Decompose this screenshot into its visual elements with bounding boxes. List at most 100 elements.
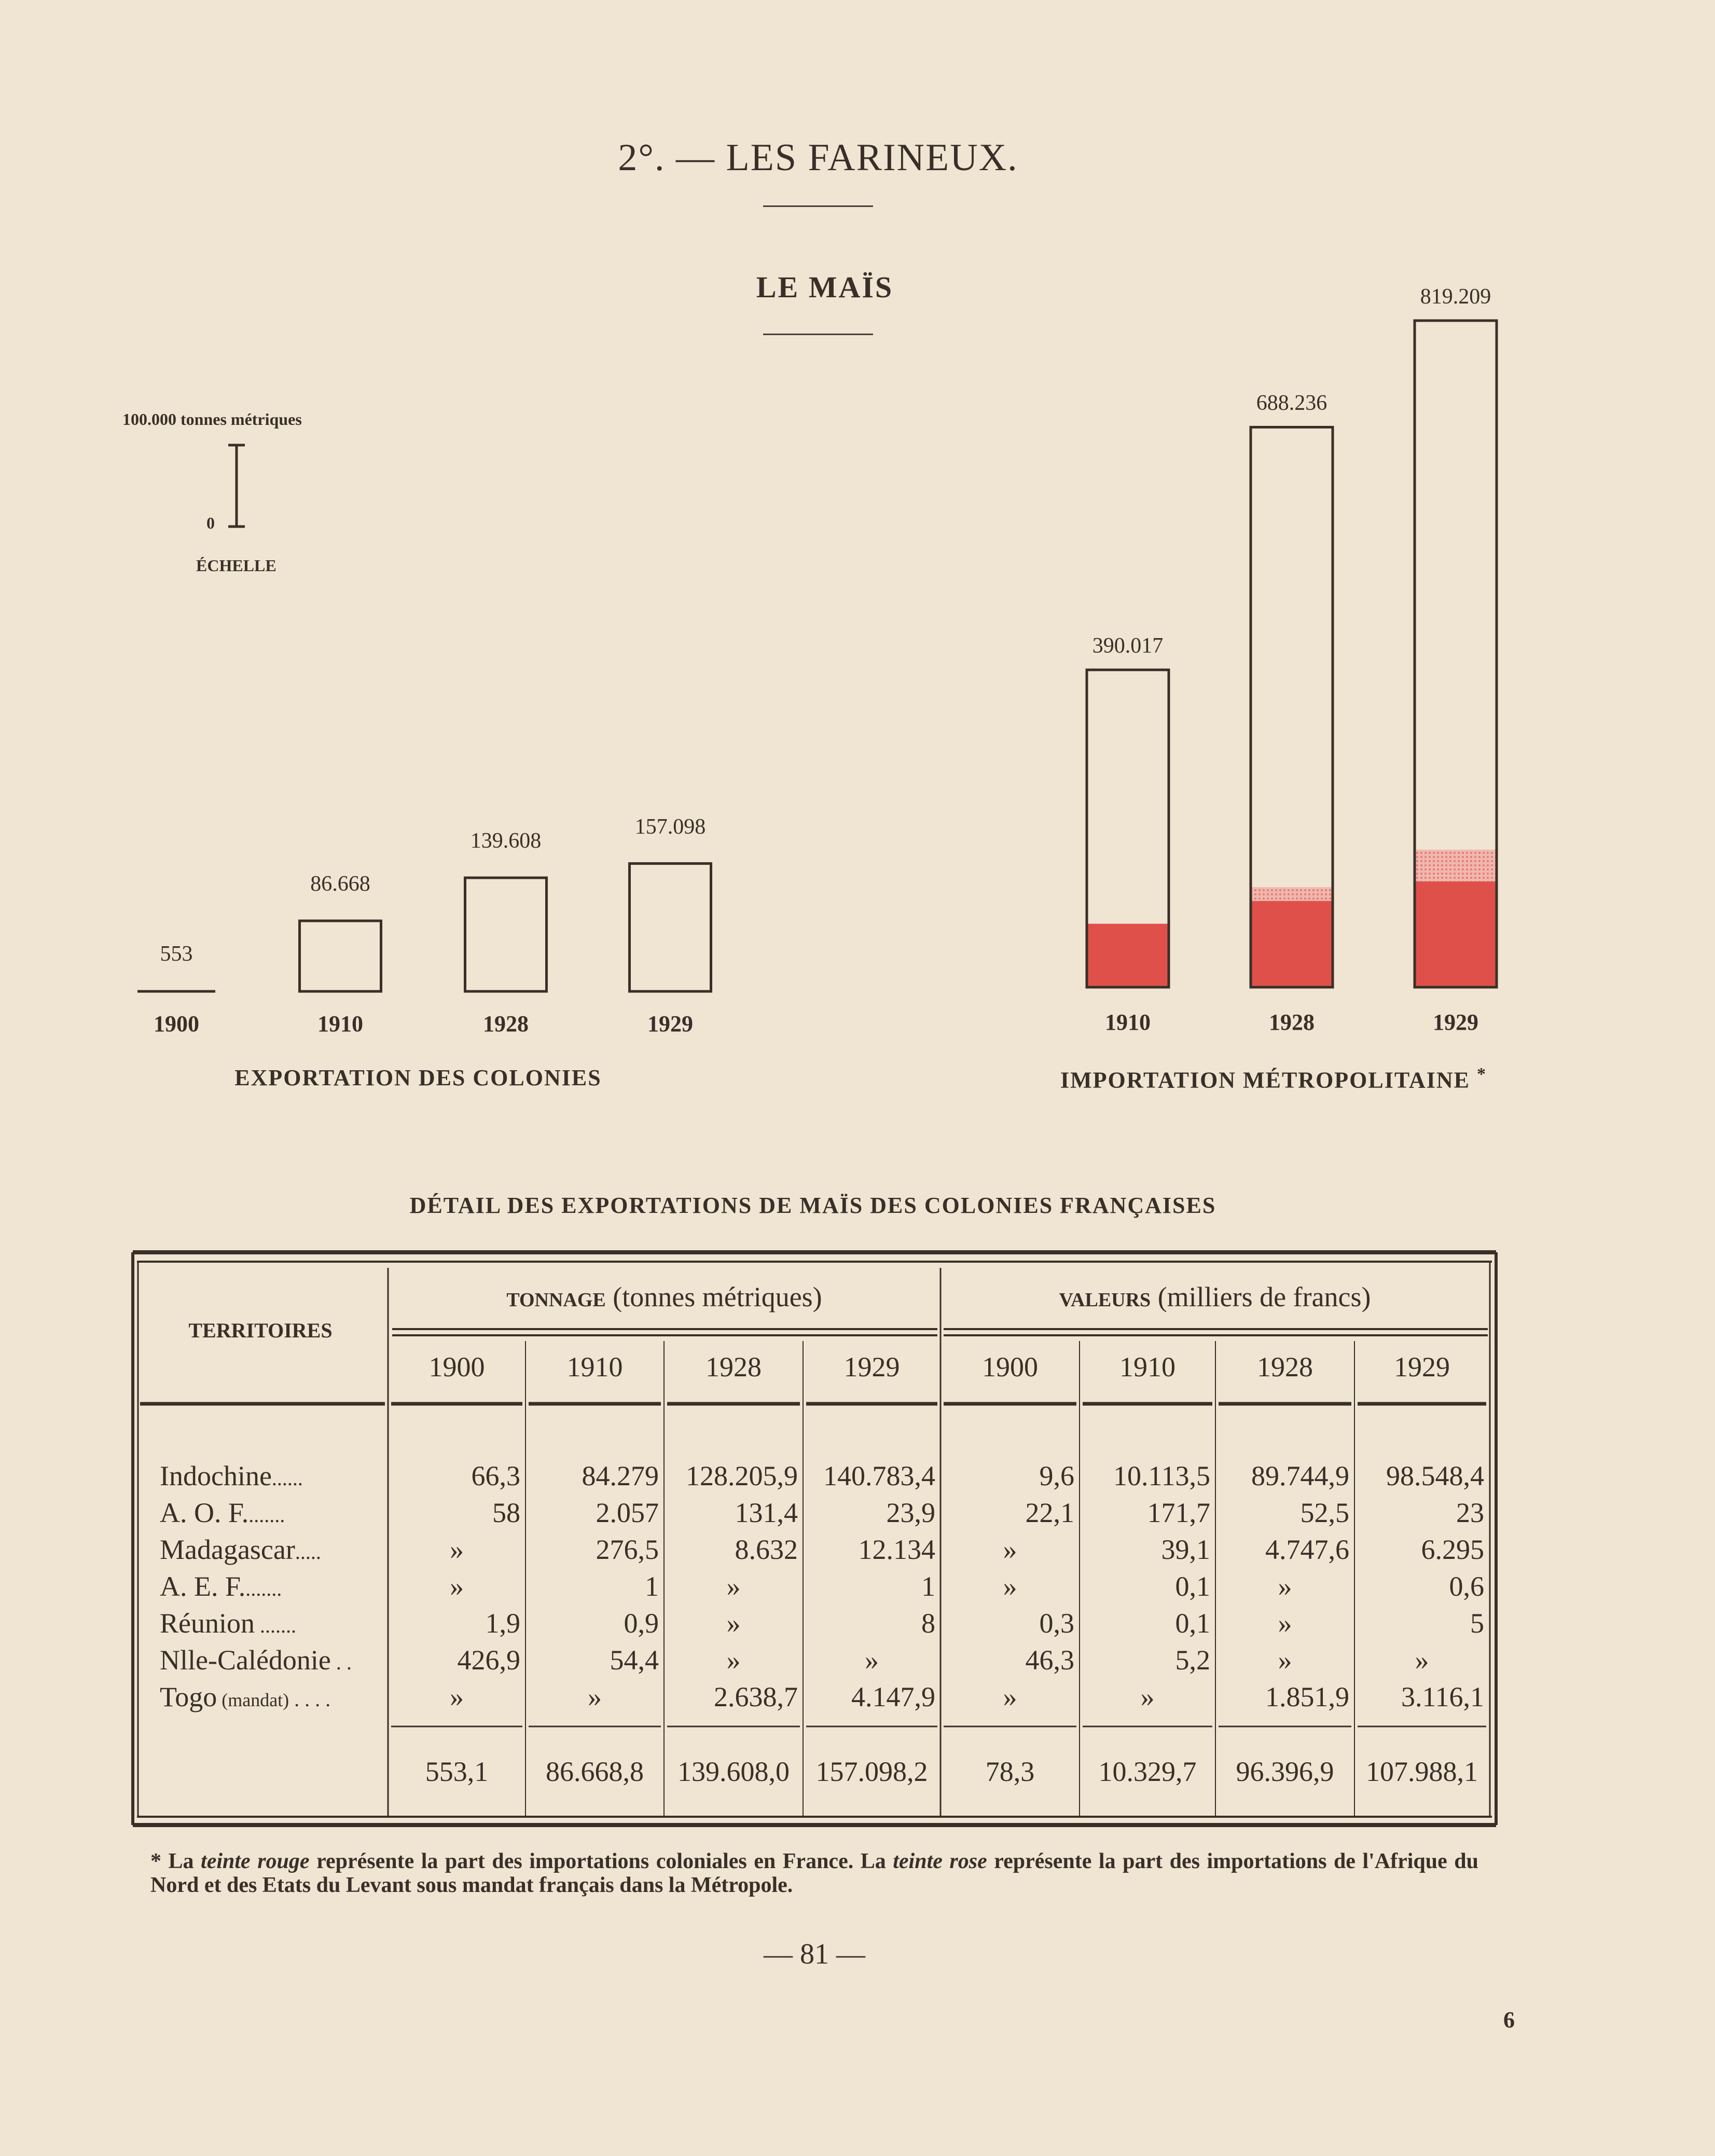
table-total-cell: 10.329,7	[1098, 1756, 1197, 1787]
row-label-r-union: Réunion .......	[160, 1608, 296, 1641]
table-cell: 23	[1456, 1497, 1484, 1528]
import-asterisk: *	[1476, 1065, 1487, 1084]
export-bar-1910	[298, 919, 382, 993]
table-cell: »	[450, 1571, 464, 1602]
table-cell: »	[1003, 1534, 1017, 1565]
export-year-label: 1910	[317, 1011, 363, 1036]
territory-name: Indochine	[160, 1460, 272, 1491]
table-cell: »	[450, 1681, 464, 1712]
import-red-segment	[1251, 901, 1333, 987]
table-cell: »	[1278, 1608, 1292, 1639]
header-year: 1929	[1394, 1351, 1450, 1383]
header-year: 1910	[566, 1351, 623, 1383]
table-total-cell: 96.396,9	[1236, 1756, 1334, 1787]
table-cell: 171,7	[1147, 1497, 1211, 1528]
export-value-label: 553	[160, 942, 193, 966]
table-cell: 89.744,9	[1251, 1460, 1349, 1491]
export-value-label: 139.608	[470, 829, 542, 853]
header-tonnage: TONNAGE (tonnes métriques)	[506, 1281, 822, 1316]
table-cell: 1	[921, 1571, 935, 1602]
table-cell: »	[450, 1534, 464, 1565]
table-cell: 8	[921, 1608, 935, 1639]
row-label-nlle-cal-donie: Nlle-Calédonie . .	[160, 1644, 352, 1678]
table-cell: »	[1415, 1644, 1429, 1676]
header-year: 1929	[843, 1351, 900, 1383]
header-valeurs-caps: VALEURS	[1059, 1289, 1151, 1311]
table-cell: 5,2	[1175, 1644, 1211, 1676]
table-total-cell: 78,3	[985, 1756, 1035, 1787]
import-value-label: 688.236	[1256, 391, 1327, 416]
table-cell: 54,4	[610, 1644, 659, 1676]
table-total-cell: 157.098,2	[815, 1756, 928, 1787]
territory-name: A. O. F.	[160, 1497, 249, 1528]
import-red-segment	[1415, 881, 1497, 987]
import-bar-1928	[1249, 425, 1334, 989]
table-cell: »	[588, 1681, 602, 1712]
table-cell: 0,9	[624, 1608, 659, 1639]
table-cell: »	[726, 1571, 741, 1602]
title-rule	[763, 205, 873, 207]
row-label-togo: Togo (mandat) . . . .	[160, 1681, 330, 1716]
export-caption: EXPORTATION DES COLONIES	[234, 1065, 602, 1090]
import-pink-segment	[1251, 887, 1333, 901]
export-year-label: 1900	[154, 1011, 199, 1036]
page-number: — 81 —	[764, 1938, 865, 1970]
table-cell: 131,4	[735, 1497, 798, 1528]
section-title: 2°. — LES FARINEUX.	[618, 136, 1018, 179]
table-cell: »	[1003, 1681, 1017, 1712]
territory-name: A. E. F.	[160, 1571, 246, 1602]
table-cell: 426,9	[457, 1644, 521, 1676]
table-cell: 6.295	[1421, 1534, 1485, 1565]
subtitle-rule	[763, 334, 873, 335]
export-value-label: 157.098	[634, 814, 706, 839]
table-cell: 39,1	[1161, 1534, 1211, 1565]
row-label-a-o-f-: A. O. F........	[160, 1497, 285, 1531]
export-bar-1929	[628, 862, 712, 993]
territory-name: Nlle-Calédonie	[160, 1644, 331, 1676]
footnote: * La teinte rouge représente la part des…	[150, 1849, 1479, 1897]
table-cell: 2.638,7	[714, 1681, 798, 1712]
table-cell: 4.147,9	[851, 1681, 935, 1712]
header-year: 1900	[982, 1351, 1038, 1383]
header-tonnage-caps: TONNAGE	[506, 1289, 606, 1311]
table-cell: 10.113,5	[1113, 1460, 1210, 1491]
import-caption-text: IMPORTATION MÉTROPOLITAINE	[1060, 1067, 1470, 1093]
header-territoires: TERRITOIRES	[188, 1319, 333, 1342]
table-cell: 66,3	[471, 1460, 521, 1491]
import-value-label: 390.017	[1092, 634, 1164, 658]
table-cell: »	[726, 1644, 741, 1676]
territory-note: (mandat)	[217, 1690, 289, 1710]
export-value-label: 86.668	[310, 872, 370, 896]
leader-dots: .....	[295, 1540, 321, 1564]
leader-dots: . . . .	[289, 1688, 331, 1711]
leader-dots: ......	[271, 1467, 303, 1490]
scale-top-label: 100.000 tonnes métriques	[122, 410, 302, 429]
header-year: 1928	[1257, 1351, 1313, 1383]
header-year: 1900	[428, 1351, 485, 1383]
table-cell: 52,5	[1300, 1497, 1350, 1528]
import-pink-segment	[1415, 849, 1497, 882]
table-cell: 1.851,9	[1265, 1681, 1349, 1712]
import-bar-1910	[1085, 668, 1170, 989]
table-cell: 0,3	[1039, 1608, 1075, 1639]
row-label-indochine: Indochine......	[160, 1460, 303, 1494]
table-cell: »	[1140, 1681, 1155, 1712]
scale-caption: ÉCHELLE	[196, 556, 276, 575]
header-tonnage-units: (tonnes métriques)	[605, 1281, 822, 1312]
table-cell: »	[1003, 1571, 1017, 1602]
table-cell: 9,6	[1039, 1460, 1075, 1491]
table-cell: 0,6	[1449, 1571, 1485, 1602]
table-total-cell: 553,1	[425, 1756, 489, 1787]
import-caption: IMPORTATION MÉTROPOLITAINE *	[1060, 1065, 1487, 1094]
import-value-label: 819.209	[1420, 285, 1491, 309]
import-year-label: 1928	[1269, 1010, 1315, 1035]
table-cell: 8.632	[735, 1534, 798, 1565]
scale-zero-label: 0	[206, 514, 215, 532]
table-cell: 128.205,9	[686, 1460, 798, 1491]
table-cell: 46,3	[1025, 1644, 1075, 1676]
import-red-segment	[1087, 923, 1169, 987]
territory-name: Togo	[160, 1681, 217, 1712]
table-cell: 12.134	[858, 1534, 936, 1565]
table-cell: 1,9	[485, 1608, 521, 1639]
